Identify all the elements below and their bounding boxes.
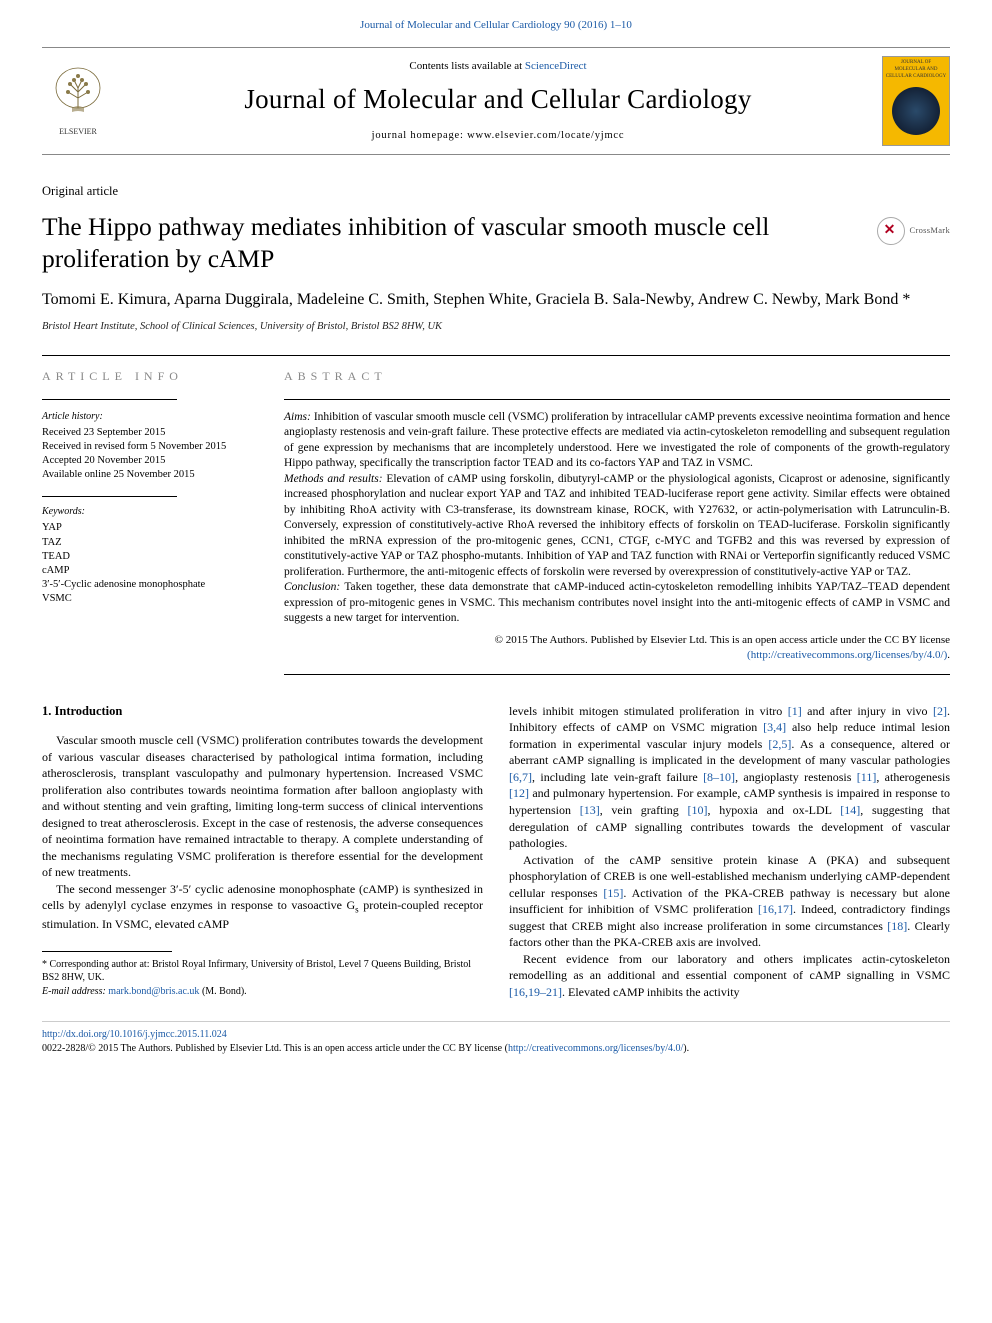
- banner-center: Contents lists available at ScienceDirec…: [126, 59, 870, 143]
- conclusion-body: Taken together, these data demonstrate t…: [284, 581, 950, 624]
- article-title: The Hippo pathway mediates inhibition of…: [42, 211, 877, 275]
- sciencedirect-link[interactable]: ScienceDirect: [525, 60, 587, 72]
- author-list: Tomomi E. Kimura, Aparna Duggirala, Made…: [42, 289, 950, 311]
- text: , hypoxia and ox-LDL: [708, 803, 841, 817]
- homepage-url[interactable]: www.elsevier.com/locate/yjmcc: [467, 130, 624, 141]
- ref-link[interactable]: [1]: [788, 704, 802, 718]
- text: , atherogenesis: [876, 770, 950, 784]
- crossmark-icon: [877, 217, 905, 245]
- header-citation[interactable]: Journal of Molecular and Cellular Cardio…: [0, 0, 992, 47]
- keywords-head: Keywords:: [42, 505, 262, 519]
- homepage-prefix: journal homepage:: [372, 130, 467, 141]
- keyword: 3′-5′-Cyclic adenosine monophosphate: [42, 578, 262, 592]
- elsevier-tree-logo: ELSEVIER: [42, 56, 114, 146]
- text: levels inhibit mitogen stimulated prolif…: [509, 704, 788, 718]
- article-info-label: ARTICLE INFO: [42, 368, 262, 385]
- issn-line: 0022-2828/© 2015 The Authors. Published …: [42, 1042, 950, 1056]
- ref-link[interactable]: [16,17]: [758, 902, 793, 916]
- issn-text: 0022-2828/© 2015 The Authors. Published …: [42, 1043, 508, 1054]
- info-rule: [42, 399, 177, 400]
- email-footnote: E-mail address: mark.bond@bris.ac.uk (M.…: [42, 985, 483, 999]
- cover-art: [892, 87, 940, 135]
- crossmark-badge[interactable]: CrossMark: [877, 217, 950, 245]
- abstract-rule: [284, 399, 950, 400]
- ref-link[interactable]: [11]: [857, 770, 877, 784]
- ref-link[interactable]: [2]: [933, 704, 947, 718]
- history-line: Available online 25 November 2015: [42, 468, 262, 482]
- keyword: TEAD: [42, 550, 262, 564]
- ref-link[interactable]: [14]: [840, 803, 860, 817]
- right-column: levels inhibit mitogen stimulated prolif…: [509, 703, 950, 1001]
- journal-banner: ELSEVIER Contents lists available at Sci…: [42, 47, 950, 155]
- abstract-text: Aims: Inhibition of vascular smooth musc…: [284, 410, 950, 627]
- ref-link[interactable]: [16,19–21]: [509, 985, 562, 999]
- keyword: VSMC: [42, 592, 262, 606]
- history-line: Received 23 September 2015: [42, 426, 262, 440]
- footnote-rule: [42, 951, 172, 952]
- keyword: TAZ: [42, 536, 262, 550]
- aims-head: Aims:: [284, 411, 311, 423]
- copyright-text: © 2015 The Authors. Published by Elsevie…: [495, 634, 950, 646]
- email-label: E-mail address:: [42, 986, 108, 997]
- conclusion-head: Conclusion:: [284, 581, 340, 593]
- ref-link[interactable]: [6,7]: [509, 770, 532, 784]
- copyright-line: © 2015 The Authors. Published by Elsevie…: [284, 633, 950, 664]
- history-head: Article history:: [42, 410, 262, 424]
- doi-link[interactable]: http://dx.doi.org/10.1016/j.yjmcc.2015.1…: [42, 1029, 227, 1040]
- body-columns: 1. Introduction Vascular smooth muscle c…: [42, 703, 950, 1001]
- abstract-bottom-rule: [284, 674, 950, 675]
- ref-link[interactable]: [12]: [509, 786, 529, 800]
- journal-homepage: journal homepage: www.elsevier.com/locat…: [126, 129, 870, 144]
- ref-link[interactable]: [18]: [887, 919, 907, 933]
- paragraph: Recent evidence from our laboratory and …: [509, 951, 950, 1001]
- text: , vein grafting: [600, 803, 688, 817]
- text: , angioplasty restenosis: [735, 770, 857, 784]
- keyword: cAMP: [42, 564, 262, 578]
- text: . Elevated cAMP inhibits the activity: [562, 985, 740, 999]
- ref-link[interactable]: [3,4]: [763, 720, 786, 734]
- methods-head: Methods and results:: [284, 473, 383, 485]
- paragraph: The second messenger 3′-5′ cyclic adenos…: [42, 881, 483, 933]
- article-type: Original article: [42, 183, 950, 201]
- ref-link[interactable]: [10]: [688, 803, 708, 817]
- svg-text:ELSEVIER: ELSEVIER: [59, 127, 97, 136]
- issn-tail: ).: [683, 1043, 689, 1054]
- ref-link[interactable]: [2,5]: [768, 737, 791, 751]
- corr-text: * Corresponding author at: Bristol Royal…: [42, 959, 471, 984]
- methods-body: Elevation of cAMP using forskolin, dibut…: [284, 473, 950, 578]
- journal-name: Journal of Molecular and Cellular Cardio…: [126, 81, 870, 119]
- ref-link[interactable]: [15]: [603, 886, 623, 900]
- text: and after injury in vivo: [802, 704, 933, 718]
- cover-title: JOURNAL OF MOLECULAR AND CELLULAR CARDIO…: [883, 57, 949, 85]
- cc-license-link[interactable]: (http://creativecommons.org/licenses/by/…: [747, 649, 947, 661]
- history-line: Accepted 20 November 2015: [42, 454, 262, 468]
- affiliation: Bristol Heart Institute, School of Clini…: [42, 320, 950, 335]
- abstract-column: ABSTRACT Aims: Inhibition of vascular sm…: [284, 356, 950, 675]
- aims-body: Inhibition of vascular smooth muscle cel…: [284, 411, 950, 470]
- page-footer: http://dx.doi.org/10.1016/j.yjmcc.2015.1…: [42, 1021, 950, 1056]
- info-rule: [42, 496, 177, 497]
- crossmark-label: CrossMark: [910, 225, 950, 237]
- paragraph: Activation of the cAMP sensitive protein…: [509, 852, 950, 951]
- history-line: Received in revised form 5 November 2015: [42, 440, 262, 454]
- text: Recent evidence from our laboratory and …: [509, 952, 950, 983]
- paragraph: Vascular smooth muscle cell (VSMC) proli…: [42, 732, 483, 881]
- ref-link[interactable]: [13]: [580, 803, 600, 817]
- ref-link[interactable]: [8–10]: [703, 770, 735, 784]
- paragraph: levels inhibit mitogen stimulated prolif…: [509, 703, 950, 852]
- article-info-column: ARTICLE INFO Article history: Received 2…: [42, 356, 284, 675]
- abstract-label: ABSTRACT: [284, 368, 950, 385]
- journal-cover-thumb: JOURNAL OF MOLECULAR AND CELLULAR CARDIO…: [882, 56, 950, 146]
- email-tail: (M. Bond).: [199, 986, 246, 997]
- text: , including late vein-graft failure: [532, 770, 703, 784]
- author-email-link[interactable]: mark.bond@bris.ac.uk: [108, 986, 199, 997]
- left-column: 1. Introduction Vascular smooth muscle c…: [42, 703, 483, 1001]
- keyword: YAP: [42, 521, 262, 535]
- contents-line: Contents lists available at ScienceDirec…: [126, 59, 870, 74]
- header-citation-link[interactable]: Journal of Molecular and Cellular Cardio…: [360, 19, 632, 31]
- cc-footer-link[interactable]: http://creativecommons.org/licenses/by/4…: [508, 1043, 683, 1054]
- intro-heading: 1. Introduction: [42, 703, 483, 720]
- contents-prefix: Contents lists available at: [409, 60, 524, 72]
- corresponding-author: * Corresponding author at: Bristol Royal…: [42, 958, 483, 985]
